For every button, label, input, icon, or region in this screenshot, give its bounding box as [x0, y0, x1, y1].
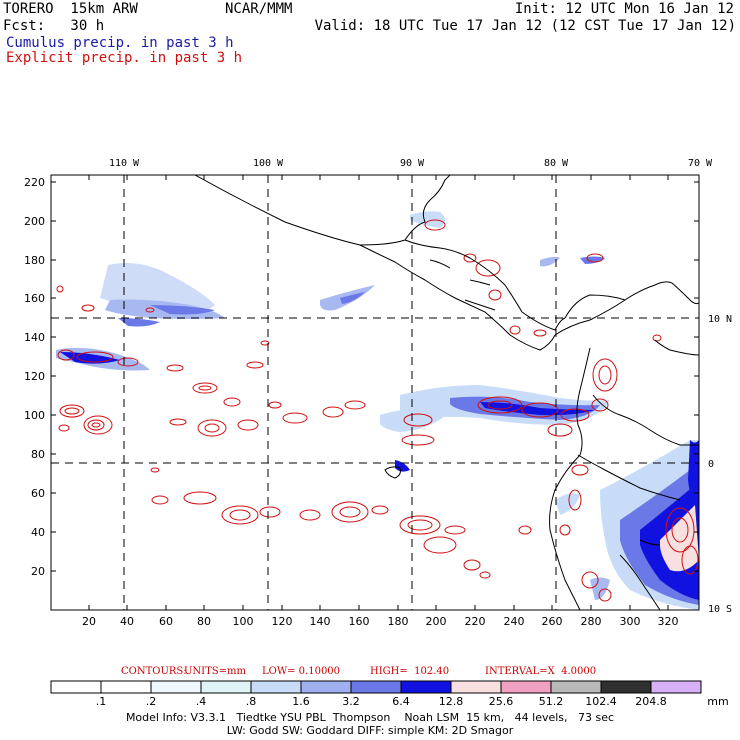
y-tick-60: 60 [31, 487, 45, 500]
colorbar-swatch [50, 680, 102, 694]
org-label: NCAR/MMM [225, 1, 293, 17]
lon-label-80w: 80 W [544, 158, 569, 169]
cb-label-0-2: .2 [146, 695, 157, 708]
contours-label: CONTOURS: [121, 666, 187, 677]
colorbar-swatch [100, 680, 152, 694]
lon-label-70w: 70 W [688, 158, 713, 169]
x-tick-40: 40 [120, 615, 134, 628]
lat-label-10n: 10 N [708, 314, 732, 325]
x-tick-160: 160 [349, 615, 370, 628]
x-tick-280: 280 [581, 615, 602, 628]
y-tick-140: 140 [24, 331, 45, 344]
x-tick-260: 260 [542, 615, 563, 628]
y-tick-180: 180 [24, 254, 45, 267]
cb-unit: mm [707, 695, 728, 708]
cb-label-12-8: 12.8 [439, 695, 464, 708]
y-tick-80: 80 [31, 448, 45, 461]
grid-lines [51, 175, 699, 610]
contours-high: HIGH= 102.40 [370, 666, 450, 677]
init-time: Init: 12 UTC Mon 16 Jan 12 [514, 1, 734, 17]
x-tick-220: 220 [465, 615, 486, 628]
y-tick-100: 100 [24, 409, 45, 422]
colorbar-swatch [450, 680, 502, 694]
axis-ticks [51, 175, 699, 610]
y-tick-120: 120 [24, 370, 45, 383]
forecast-hour: Fcst: 30 h [3, 18, 105, 34]
y-tick-40: 40 [31, 526, 45, 539]
legend-cumulus: Cumulus precip. in past 3 h [6, 35, 234, 51]
cb-label-25-6: 25.6 [489, 695, 514, 708]
cb-label-1-6: 1.6 [292, 695, 310, 708]
lon-label-90w: 90 W [400, 158, 425, 169]
x-tick-80: 80 [197, 615, 211, 628]
lon-label-100w: 100 W [253, 158, 284, 169]
x-tick-60: 60 [159, 615, 173, 628]
x-tick-140: 140 [310, 615, 331, 628]
plot-frame [50, 174, 700, 611]
cb-label-51-2: 51.2 [539, 695, 564, 708]
physics-info: LW: Godd SW: Goddard DIFF: simple KM: 2D… [226, 724, 514, 737]
x-tick-240: 240 [504, 615, 525, 628]
x-tick-100: 100 [233, 615, 254, 628]
y-tick-200: 200 [24, 215, 45, 228]
y-tick-220: 220 [24, 176, 45, 189]
colorbar-swatch [600, 680, 652, 694]
valid-time: Valid: 18 UTC Tue 17 Jan 12 (12 CST Tue … [314, 18, 736, 34]
model-title: TORERO 15km ARW [3, 1, 138, 17]
cb-label-6-4: 6.4 [392, 695, 410, 708]
x-tick-320: 320 [658, 615, 679, 628]
cb-label-102-4: 102.4 [585, 695, 617, 708]
model-info: Model Info: V3.3.1 Tiedtke YSU PBL Thomp… [125, 711, 615, 724]
coastlines [194, 175, 699, 610]
lat-label-0: 0 [708, 459, 714, 470]
cb-label-204-8: 204.8 [635, 695, 667, 708]
colorbar-swatch [250, 680, 302, 694]
contours-interval: INTERVAL=X 4.0000 [485, 666, 597, 677]
x-tick-180: 180 [388, 615, 409, 628]
y-tick-20: 20 [31, 565, 45, 578]
colorbar-swatch [500, 680, 552, 694]
lon-label-110w: 110 W [109, 158, 140, 169]
colorbar-swatch [300, 680, 352, 694]
colorbar-swatch [150, 680, 202, 694]
cumulus-precip-areas [56, 211, 699, 610]
x-tick-120: 120 [272, 615, 293, 628]
colorbar-swatch [200, 680, 252, 694]
cb-label-0-1: .1 [96, 695, 107, 708]
colorbar-swatch [400, 680, 452, 694]
colorbar-swatch [350, 680, 402, 694]
x-tick-20: 20 [82, 615, 96, 628]
colorbar-swatch [550, 680, 602, 694]
contours-units: UNITS=mm [184, 666, 246, 677]
x-tick-200: 200 [426, 615, 447, 628]
colorbar [50, 680, 702, 694]
explicit-precip-contours [56, 219, 699, 602]
legend-explicit: Explicit precip. in past 3 h [6, 50, 243, 66]
cb-label-0-4: .4 [196, 695, 207, 708]
cb-label-0-8: .8 [246, 695, 257, 708]
lat-label-10s: 10 S [708, 604, 732, 615]
y-tick-160: 160 [24, 292, 45, 305]
map-content [51, 175, 699, 610]
x-tick-300: 300 [620, 615, 641, 628]
cb-label-3-2: 3.2 [342, 695, 360, 708]
contours-low: LOW= 0.10000 [262, 666, 341, 677]
colorbar-swatch [650, 680, 702, 694]
